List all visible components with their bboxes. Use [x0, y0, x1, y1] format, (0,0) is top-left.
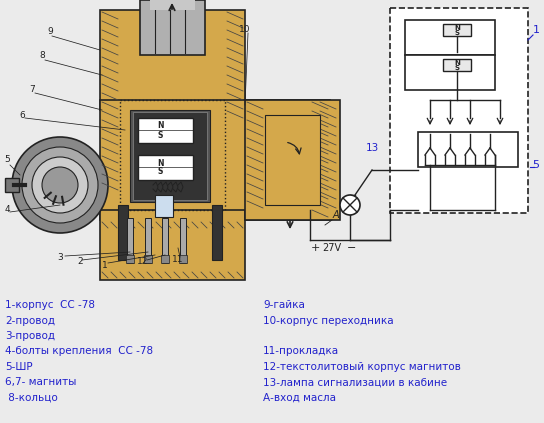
Circle shape — [22, 147, 98, 223]
Text: N: N — [157, 159, 163, 168]
Text: 6,7- магниты: 6,7- магниты — [5, 377, 76, 387]
Text: 4: 4 — [4, 206, 10, 214]
Bar — [245, 100, 340, 220]
Text: А-вход масла: А-вход масла — [263, 393, 336, 403]
Text: 1: 1 — [533, 25, 540, 35]
Circle shape — [32, 157, 88, 213]
Text: 5: 5 — [533, 160, 540, 170]
Bar — [100, 210, 245, 280]
Text: −: − — [347, 243, 357, 253]
Text: 12-текстолитовый корпус магнитов: 12-текстолитовый корпус магнитов — [263, 362, 461, 372]
Bar — [405, 55, 495, 90]
Text: 2-провод: 2-провод — [5, 316, 55, 326]
Text: 10-корпус переходника: 10-корпус переходника — [263, 316, 394, 326]
Bar — [5, 178, 19, 192]
Circle shape — [42, 167, 78, 203]
Bar — [180, 218, 186, 263]
Text: 3-провод: 3-провод — [5, 331, 55, 341]
Text: 12: 12 — [137, 258, 149, 266]
Text: S: S — [157, 168, 163, 176]
Text: A: A — [333, 210, 339, 220]
Bar — [443, 59, 471, 71]
Text: N: N — [157, 121, 163, 131]
Bar — [145, 218, 151, 263]
Bar — [405, 20, 495, 55]
Bar — [150, 0, 195, 10]
Text: 1: 1 — [102, 261, 108, 269]
Circle shape — [340, 195, 360, 215]
Bar — [162, 218, 168, 263]
Bar — [138, 155, 193, 180]
Bar — [126, 255, 134, 263]
Text: 9-гайка: 9-гайка — [263, 300, 305, 310]
Bar — [120, 100, 225, 210]
Text: S: S — [454, 30, 460, 36]
Text: 8: 8 — [39, 52, 45, 60]
Text: N: N — [454, 25, 460, 31]
Text: 11-прокладка: 11-прокладка — [263, 346, 339, 357]
Text: +: + — [310, 243, 320, 253]
Bar — [140, 0, 205, 55]
Bar — [212, 205, 222, 260]
Text: N: N — [454, 60, 460, 66]
Bar — [390, 8, 528, 213]
Bar — [127, 218, 133, 263]
Text: 6: 6 — [19, 110, 25, 120]
Text: 5-ШР: 5-ШР — [5, 362, 33, 372]
Text: 5: 5 — [4, 156, 10, 165]
Text: 10: 10 — [239, 25, 251, 35]
Bar — [100, 100, 330, 220]
Text: 9: 9 — [47, 27, 53, 36]
Bar — [155, 195, 173, 217]
Text: 13: 13 — [366, 143, 379, 153]
Bar — [418, 132, 518, 167]
Circle shape — [12, 137, 108, 233]
Bar — [118, 205, 128, 260]
Text: 3: 3 — [57, 253, 63, 263]
Text: 8-кольцо: 8-кольцо — [5, 393, 58, 403]
Bar — [161, 255, 169, 263]
Bar — [133, 112, 207, 200]
Text: 4-болты крепления  СС -78: 4-болты крепления СС -78 — [5, 346, 153, 357]
Text: 13-лампа сигнализации в кабине: 13-лампа сигнализации в кабине — [263, 377, 447, 387]
Bar — [265, 115, 320, 205]
Bar — [179, 255, 187, 263]
Text: 11: 11 — [172, 255, 184, 264]
Bar — [443, 24, 471, 36]
Bar — [138, 118, 193, 143]
Bar — [130, 110, 210, 202]
Text: S: S — [454, 65, 460, 71]
Bar — [144, 255, 152, 263]
Bar — [100, 10, 245, 110]
Text: 2: 2 — [77, 258, 83, 266]
Text: 7: 7 — [29, 85, 35, 94]
Text: 27V: 27V — [323, 243, 342, 253]
Text: 1-корпус  СС -78: 1-корпус СС -78 — [5, 300, 95, 310]
Text: S: S — [157, 131, 163, 140]
